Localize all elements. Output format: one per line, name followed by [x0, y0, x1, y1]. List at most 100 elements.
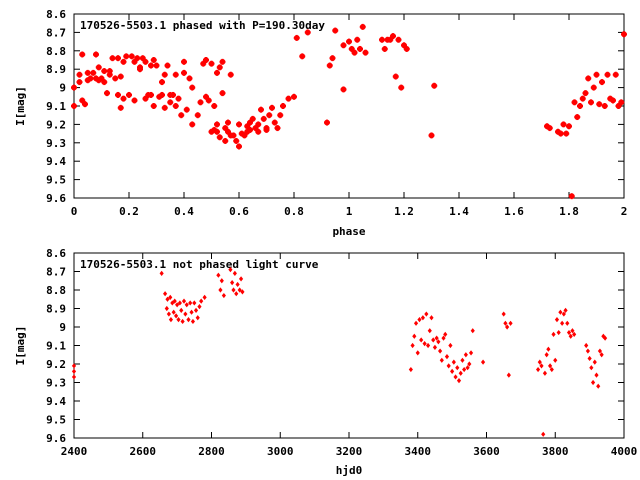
data-point	[422, 341, 427, 347]
data-point	[456, 378, 462, 384]
data-point	[501, 311, 506, 317]
x-tick-label: 0.4	[174, 205, 194, 218]
data-point	[431, 82, 438, 89]
data-point	[230, 280, 235, 286]
data-point	[161, 104, 168, 111]
data-point	[408, 366, 413, 373]
data-point	[326, 62, 333, 69]
data-point	[585, 348, 590, 354]
data-point	[181, 58, 187, 65]
y-tick-label: 9.1	[46, 340, 66, 353]
y-tick-label: 8.7	[46, 26, 66, 39]
data-point	[610, 97, 616, 104]
data-point	[228, 267, 233, 273]
data-point	[175, 95, 182, 102]
data-point	[193, 307, 199, 313]
data-point	[544, 352, 549, 358]
data-point	[234, 291, 239, 297]
y-tick-label: 8.6	[46, 247, 66, 260]
data-point	[166, 311, 171, 317]
data-point	[601, 103, 608, 109]
data-point	[230, 132, 237, 139]
data-point	[446, 363, 451, 369]
data-point	[167, 99, 174, 106]
data-point	[379, 36, 385, 43]
data-point	[462, 366, 467, 373]
data-point	[164, 305, 169, 312]
data-point	[186, 317, 191, 323]
data-point	[197, 99, 204, 106]
data-point	[219, 278, 224, 284]
data-point	[176, 317, 181, 323]
data-point	[505, 324, 510, 330]
data-point	[148, 91, 154, 98]
data-point	[172, 71, 179, 78]
y-tick-label: 8.8	[46, 284, 66, 297]
data-point	[549, 366, 554, 373]
data-point	[438, 348, 443, 354]
data-point	[71, 363, 77, 369]
x-axis-label: hjd0	[336, 464, 363, 477]
data-point	[199, 298, 204, 304]
data-point	[235, 281, 240, 288]
y-tick-label: 8.9	[46, 63, 66, 76]
data-point	[537, 359, 542, 365]
data-point	[150, 103, 157, 109]
data-point	[603, 335, 608, 341]
data-point	[403, 45, 410, 52]
data-point	[232, 270, 237, 276]
data-point	[427, 328, 432, 334]
data-point	[179, 307, 184, 313]
data-point	[594, 372, 599, 378]
data-point	[420, 315, 425, 321]
data-point	[174, 313, 179, 319]
data-point	[82, 101, 88, 108]
data-point	[599, 79, 605, 86]
data-point	[612, 71, 619, 78]
x-tick-label: 0.2	[119, 205, 139, 218]
data-point	[357, 45, 363, 52]
data-point	[181, 69, 187, 76]
data-point	[188, 300, 193, 306]
data-point	[126, 91, 132, 98]
data-point	[194, 112, 201, 119]
data-point	[346, 38, 352, 45]
data-point	[123, 53, 130, 60]
data-point	[585, 75, 592, 82]
data-point	[563, 130, 570, 137]
plot-frame	[73, 252, 625, 439]
x-tick-label: 1.2	[394, 205, 414, 218]
data-point	[274, 125, 281, 132]
data-point	[470, 328, 475, 334]
data-point	[219, 58, 226, 65]
data-point	[432, 344, 438, 350]
data-point	[117, 73, 124, 80]
x-tick-label: 2	[621, 205, 628, 218]
unphased-light-curve-plot: 2400 2600 2800 3000 3200 3400 3600 3800 4000 8.6 8…	[14, 247, 637, 477]
y-axis-label: I[mag]	[14, 86, 27, 126]
data-point	[340, 42, 347, 49]
data-point	[467, 361, 472, 367]
phased-light-curve-plot: 0 0.2 0.4 0.6 0.8 1 1.2 1.4 1.6 1.8 2 8.6 8.7 8.8 8.9 9…	[14, 8, 627, 238]
data-point	[419, 337, 424, 343]
data-point	[236, 121, 242, 128]
data-point	[589, 365, 594, 371]
data-point	[588, 99, 594, 106]
data-point	[340, 86, 347, 93]
data-point	[572, 331, 577, 337]
data-point	[587, 355, 592, 362]
data-point	[137, 64, 143, 71]
y-tick-label: 8.6	[46, 8, 66, 21]
data-point	[249, 115, 256, 122]
data-point	[417, 317, 422, 323]
data-point	[183, 106, 190, 113]
data-point	[71, 103, 77, 109]
data-point	[183, 311, 188, 317]
data-point	[390, 33, 396, 40]
data-point	[71, 84, 77, 91]
data-point	[556, 329, 561, 336]
data-point	[577, 103, 583, 109]
chart-title: 170526-5503.1 not phased light curve	[80, 258, 319, 271]
data-point	[216, 272, 221, 278]
data-series	[71, 267, 608, 437]
